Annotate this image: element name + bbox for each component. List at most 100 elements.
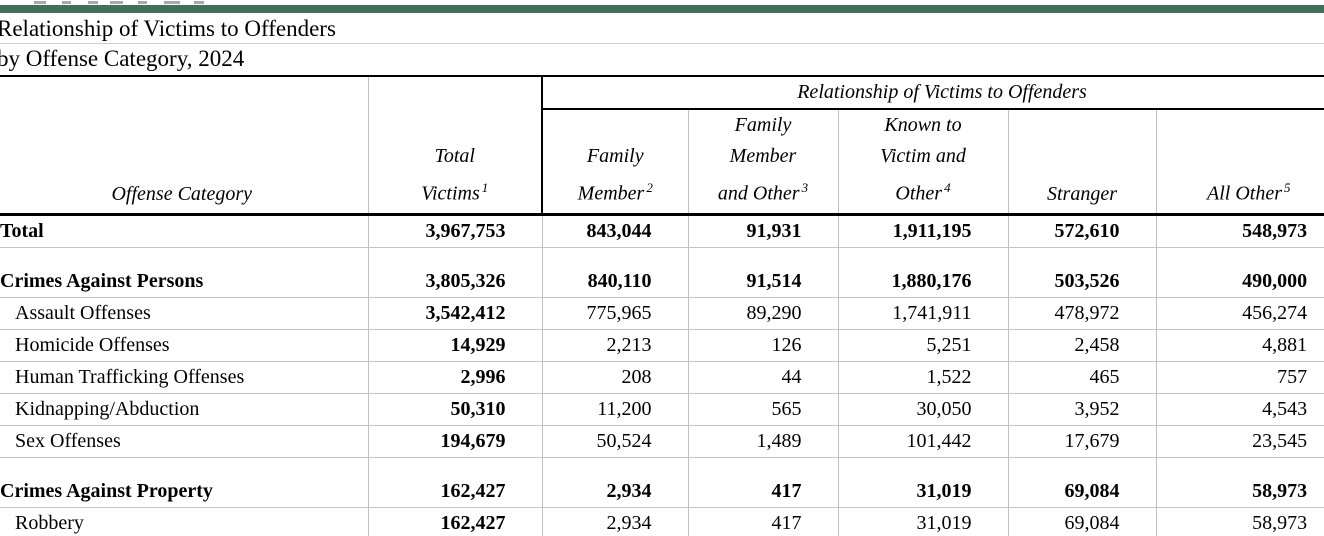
table-row: Crimes Against Persons 3,805,326 840,110 91…	[0, 266, 1324, 298]
spacer-cell	[687, 247, 838, 266]
column-header-offense-category: Offense Category	[0, 109, 368, 216]
row-label-cell: Human Trafficking Offenses	[0, 361, 368, 394]
value-cell: 208	[541, 361, 688, 394]
column-header-total-victims: Total Victims 1	[367, 109, 542, 216]
spacer-cell	[541, 457, 688, 476]
column-header-row: Offense Category Total Victims 1 Family Membe…	[0, 109, 1324, 216]
value-cell: 194,679	[367, 425, 542, 458]
table-body: Total 3,967,753 843,044 91,931 1,911,195 572,…	[0, 214, 1324, 536]
table-row: Total 3,967,753 843,044 91,931 1,911,195 572,…	[0, 214, 1324, 248]
value-cell: 465	[1007, 361, 1156, 394]
value-cell: 31,019	[837, 476, 1008, 508]
row-label-cell: Homicide Offenses	[0, 329, 368, 362]
spacer-cell	[367, 457, 542, 476]
value-cell: 2,934	[541, 507, 688, 536]
value-cell: 1,911,195	[837, 214, 1008, 248]
spacer-cell	[837, 457, 1008, 476]
value-cell: 417	[687, 507, 838, 536]
spacer-row	[0, 247, 1324, 267]
clipped-text-fragments	[0, 0, 1324, 5]
value-cell: 3,952	[1007, 393, 1156, 426]
table-row: Human Trafficking Offenses 2,996 208 44 1,52…	[0, 361, 1324, 394]
value-cell: 58,973	[1155, 507, 1324, 536]
table-header: Relationship of Victims to Offenders Off…	[0, 76, 1324, 216]
green-divider-bar	[0, 5, 1324, 13]
column-header-stranger: Stranger	[1007, 109, 1156, 216]
row-label-cell: Total	[0, 214, 368, 248]
value-cell: 1,522	[837, 361, 1008, 394]
value-cell: 478,972	[1007, 297, 1156, 330]
table-title-line1: Relationship of Victims to Offenders	[0, 13, 1324, 44]
value-cell: 1,489	[687, 425, 838, 458]
value-cell: 91,514	[687, 266, 838, 298]
table-row: Crimes Against Property 162,427 2,934 417 31…	[0, 476, 1324, 508]
table-title-line2: by Offense Category, 2024	[0, 46, 245, 71]
value-cell: 840,110	[541, 266, 688, 298]
value-cell: 69,084	[1007, 476, 1156, 508]
spacer-cell	[1155, 457, 1324, 476]
value-cell: 3,542,412	[367, 297, 542, 330]
spacer-cell	[1155, 247, 1324, 266]
value-cell: 50,524	[541, 425, 688, 458]
table-row: Kidnapping/Abduction 50,310 11,200 565 30,05…	[0, 393, 1324, 426]
value-cell: 31,019	[837, 507, 1008, 536]
table-row: Assault Offenses 3,542,412 775,965 89,290 1,…	[0, 297, 1324, 330]
column-header-known-to-victim-and-other: Known to Victim and Other 4	[837, 109, 1008, 216]
value-cell: 11,200	[541, 393, 688, 426]
column-header-all-other: All Other 5	[1155, 109, 1324, 216]
span-header-label: Relationship of Victims to Offenders	[540, 76, 1324, 110]
spacer-cell	[541, 247, 688, 266]
value-cell: 3,805,326	[367, 266, 542, 298]
value-cell: 58,973	[1155, 476, 1324, 508]
value-cell: 2,213	[541, 329, 688, 362]
value-cell: 2,996	[367, 361, 542, 394]
value-cell: 23,545	[1155, 425, 1324, 458]
spacer-cell	[0, 248, 368, 267]
value-cell: 91,931	[687, 214, 838, 248]
value-cell: 101,442	[837, 425, 1008, 458]
value-cell: 3,967,753	[367, 214, 542, 248]
value-cell: 456,274	[1155, 297, 1324, 330]
value-cell: 757	[1155, 361, 1324, 394]
spacer-cell	[1007, 457, 1156, 476]
spacer-row	[0, 457, 1324, 477]
value-cell: 44	[687, 361, 838, 394]
spacer-cell	[0, 458, 368, 477]
value-cell: 775,965	[541, 297, 688, 330]
row-label-cell: Kidnapping/Abduction	[0, 393, 368, 426]
value-cell: 4,881	[1155, 329, 1324, 362]
column-header-family-member: Family Member 2	[541, 109, 688, 216]
spacer-cell	[837, 247, 1008, 266]
value-cell: 1,741,911	[837, 297, 1008, 330]
table-row: Sex Offenses 194,679 50,524 1,489 101,442 17,…	[0, 425, 1324, 458]
value-cell: 548,973	[1155, 214, 1324, 248]
spacer-cell	[687, 457, 838, 476]
footnote-marker: 5	[1284, 180, 1291, 196]
column-header-family-member-and-other: Family Member and Other 3	[687, 109, 838, 216]
value-cell: 162,427	[367, 476, 542, 508]
value-cell: 503,526	[1007, 266, 1156, 298]
span-header-spacer	[367, 76, 542, 109]
victims-offenders-table: Relationship of Victims to Offenders Off…	[0, 75, 1324, 536]
footnote-marker: 4	[944, 180, 951, 196]
value-cell: 30,050	[837, 393, 1008, 426]
row-label-cell: Crimes Against Persons	[0, 266, 368, 298]
value-cell: 14,929	[367, 329, 542, 362]
row-label-cell: Crimes Against Property	[0, 476, 368, 508]
spacer-cell	[1007, 247, 1156, 266]
value-cell: 126	[687, 329, 838, 362]
value-cell: 2,934	[541, 476, 688, 508]
table-row: Robbery 162,427 2,934 417 31,019 69,084 58,973	[0, 507, 1324, 536]
value-cell: 89,290	[687, 297, 838, 330]
value-cell: 490,000	[1155, 266, 1324, 298]
footnote-marker: 2	[646, 180, 653, 196]
value-cell: 2,458	[1007, 329, 1156, 362]
value-cell: 162,427	[367, 507, 542, 536]
value-cell: 1,880,176	[837, 266, 1008, 298]
value-cell: 417	[687, 476, 838, 508]
table-row: Homicide Offenses 14,929 2,213 126 5,251 2,45…	[0, 329, 1324, 362]
value-cell: 5,251	[837, 329, 1008, 362]
row-label-cell: Robbery	[0, 507, 368, 536]
